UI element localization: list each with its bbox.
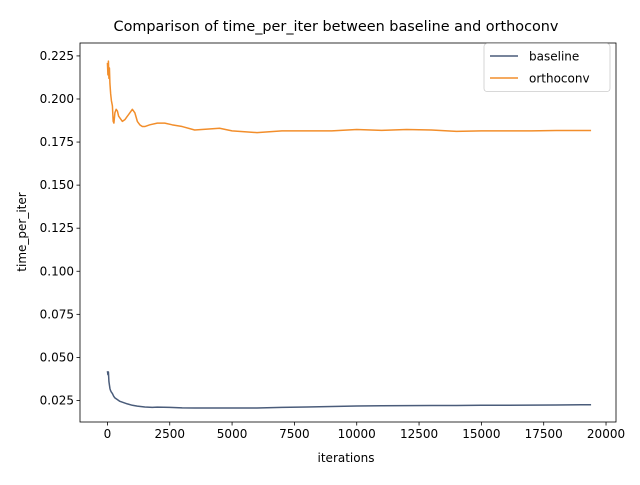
legend-label: orthoconv: [529, 72, 590, 86]
y-tick-label: 0.125: [40, 221, 74, 235]
y-tick-label: 0.050: [40, 350, 74, 364]
y-axis-label: time_per_iter: [15, 192, 29, 271]
x-tick-label: 5000: [217, 427, 248, 441]
x-tick-label: 20000: [587, 427, 625, 441]
chart-title: Comparison of time_per_iter between base…: [114, 19, 559, 35]
y-tick-label: 0.075: [40, 307, 74, 321]
legend-label: baseline: [529, 50, 579, 64]
series-line-baseline: [106, 371, 592, 409]
y-tick-label: 0.225: [40, 49, 74, 63]
x-tick-label: 17500: [525, 427, 563, 441]
x-tick-label: 0: [104, 427, 112, 441]
plot-area: 0 2500 5000 7500 10000 12500 15000 17500 20000 0.…: [40, 42, 625, 441]
y-tick-label: 0.100: [40, 264, 74, 278]
y-tick-label: 0.200: [40, 92, 74, 106]
x-tick-label: 15000: [462, 427, 500, 441]
x-axis-label: iterations: [318, 451, 375, 465]
x-tick-label: 12500: [400, 427, 438, 441]
x-tick-label: 2500: [154, 427, 185, 441]
x-tick-label: 7500: [279, 427, 310, 441]
y-tick-label: 0.150: [40, 178, 74, 192]
y-tick-label: 0.025: [40, 393, 74, 407]
y-tick-label: 0.175: [40, 135, 74, 149]
legend: baseline orthoconv: [483, 43, 611, 92]
series-line-orthoconv: [106, 60, 592, 134]
plot-frame: [79, 42, 617, 423]
x-tick-label: 10000: [338, 427, 376, 441]
